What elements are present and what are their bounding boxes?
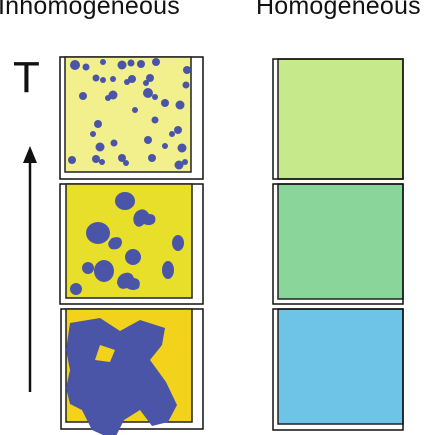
connected-cluster xyxy=(66,318,177,435)
small-particles xyxy=(68,58,191,170)
medium-particles xyxy=(70,192,184,295)
panel-homogeneous-row2 xyxy=(272,183,404,305)
panel-background xyxy=(64,56,192,173)
homogeneous-title: Homogeneous xyxy=(256,0,421,20)
panel-inhomogeneous-row3 xyxy=(60,308,204,435)
temperature-axis-label: T xyxy=(13,53,40,102)
panel-homogeneous-row1 xyxy=(272,58,404,180)
panel-homogeneous-row3 xyxy=(272,308,404,431)
inhomogeneous-title: Inhomogeneous xyxy=(0,0,180,20)
temperature-arrow xyxy=(23,146,37,392)
panel-inhomogeneous-row1 xyxy=(59,56,204,180)
panel-inhomogeneous-row2 xyxy=(59,183,204,305)
